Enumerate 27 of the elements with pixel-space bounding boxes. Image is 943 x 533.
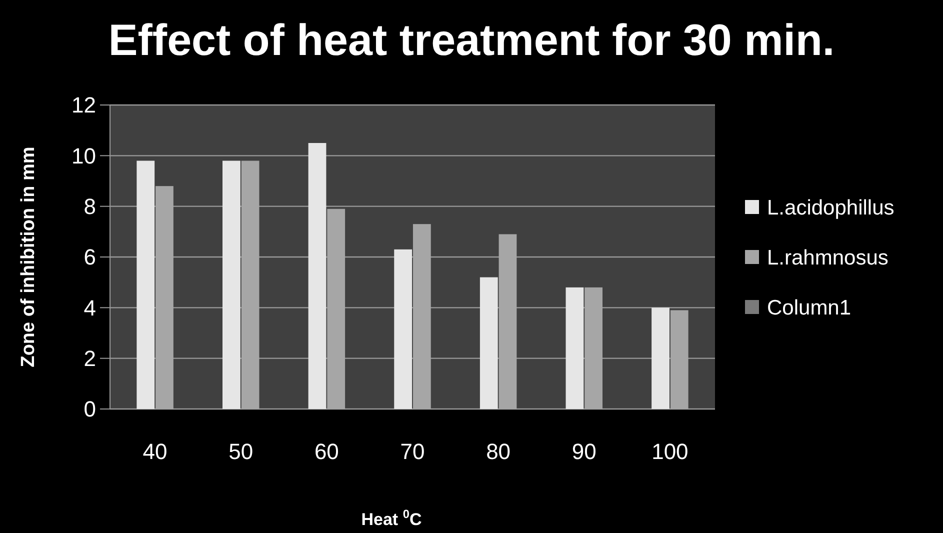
x-tick-label: 70 xyxy=(400,439,425,464)
y-tick-label: 12 xyxy=(72,92,96,118)
x-axis-title: Heat $^{0}$C xyxy=(361,507,422,529)
x-tick-label: 90 xyxy=(572,439,596,464)
x-tick-label: 100 xyxy=(652,439,688,464)
y-axis-title: Zone of inhibition in mm xyxy=(18,146,39,368)
y-tick-label: 2 xyxy=(84,346,96,372)
legend-label: Column1 xyxy=(767,296,852,320)
y-tick-label: 0 xyxy=(84,396,96,422)
x-tick-label: 40 xyxy=(142,439,168,464)
y-tick-label: 4 xyxy=(84,295,96,320)
y-tick-label: 6 xyxy=(84,244,96,270)
x-tick-label: 80 xyxy=(486,439,511,464)
y-tick-label: 8 xyxy=(84,194,96,220)
bar xyxy=(308,143,326,409)
bar xyxy=(394,249,412,409)
bar xyxy=(652,308,670,409)
x-tick-label: 60 xyxy=(314,439,339,464)
legend-label: L.acidophillus xyxy=(767,196,894,220)
bar xyxy=(480,277,498,409)
y-tick-label: 10 xyxy=(72,143,96,168)
bar xyxy=(566,287,584,409)
x-tick-label: 50 xyxy=(228,439,254,464)
bar xyxy=(136,160,155,409)
chart-title: Effect of heat treatment for 30 min. xyxy=(108,16,835,65)
bar xyxy=(222,160,240,409)
legend-label: L.rahmnosus xyxy=(767,246,888,270)
